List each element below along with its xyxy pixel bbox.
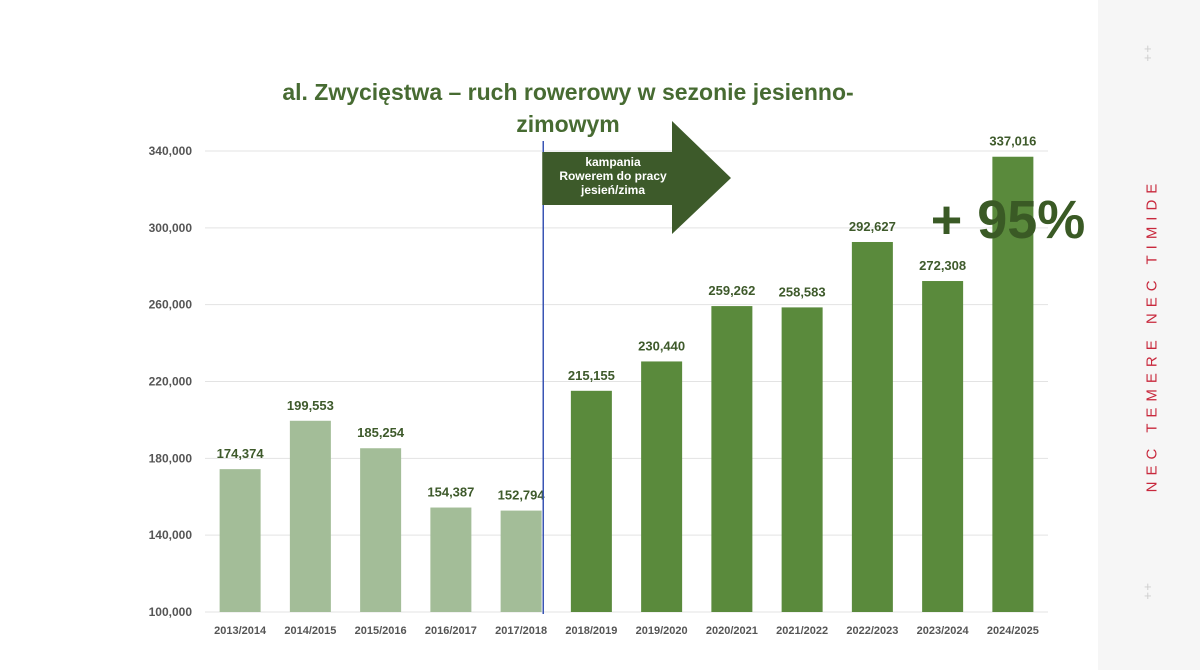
- data-label: 337,016: [989, 134, 1036, 149]
- y-tick-label: 180,000: [149, 451, 193, 465]
- y-tick-label: 140,000: [149, 528, 193, 542]
- data-label: 258,583: [779, 284, 826, 299]
- y-tick-label: 260,000: [149, 298, 193, 312]
- y-tick-label: 340,000: [149, 144, 193, 158]
- side-panel: [1098, 0, 1200, 670]
- data-label: 230,440: [638, 338, 685, 353]
- chart-title: al. Zwycięstwa – ruch rowerowy w sezonie…: [282, 79, 853, 105]
- bar: [992, 156, 1034, 613]
- x-tick-label: 2019/2020: [636, 625, 688, 637]
- x-tick-label: 2021/2022: [776, 625, 828, 637]
- x-tick-label: 2023/2024: [917, 625, 970, 637]
- bar: [641, 361, 683, 612]
- y-tick-label: 100,000: [149, 605, 193, 619]
- data-label: 199,553: [287, 398, 334, 413]
- bar-chart: 100,000 140,000 180,000 220,000 260,000 300,0…: [149, 79, 1086, 637]
- x-tick-label: 2020/2021: [706, 625, 758, 637]
- x-tick-label: 2022/2023: [846, 625, 898, 637]
- campaign-label: kampania: [585, 155, 641, 169]
- campaign-label: jesień/zima: [580, 183, 645, 197]
- growth-annotation: + 95%: [931, 190, 1086, 250]
- bar: [289, 420, 331, 612]
- data-label: 259,262: [708, 283, 755, 298]
- x-tick-label: 2017/2018: [495, 625, 547, 637]
- data-label: 215,155: [568, 368, 615, 383]
- bar: [570, 390, 612, 612]
- x-tick-label: 2016/2017: [425, 625, 477, 637]
- y-tick-label: 300,000: [149, 221, 193, 235]
- bar: [430, 507, 472, 612]
- x-tick-label: 2018/2019: [565, 625, 617, 637]
- motto-text: NEC TEMERE NEC TIMIDE: [1143, 177, 1161, 493]
- data-label: 174,374: [217, 446, 265, 461]
- plus-decoration-bottom-icon: + +: [1144, 579, 1152, 603]
- y-tick-label: 220,000: [149, 375, 193, 389]
- bar: [851, 241, 893, 612]
- data-label: 272,308: [919, 258, 966, 273]
- x-tick-label: 2015/2016: [355, 625, 407, 637]
- bar: [219, 469, 261, 612]
- data-label: 292,627: [849, 219, 896, 234]
- data-label: 154,387: [427, 485, 474, 500]
- plus-decoration-top-icon: + +: [1144, 41, 1152, 65]
- data-label: 152,794: [498, 488, 546, 503]
- x-tick-label: 2014/2015: [284, 625, 336, 637]
- bar: [922, 281, 964, 612]
- campaign-arrow-icon: [542, 121, 731, 234]
- x-tick-label: 2013/2014: [214, 625, 267, 637]
- bar: [360, 448, 402, 612]
- data-label: 185,254: [357, 425, 405, 440]
- campaign-label: Rowerem do pracy: [559, 169, 667, 183]
- x-tick-label: 2024/2025: [987, 625, 1039, 637]
- bar: [781, 307, 823, 612]
- bar: [711, 306, 753, 612]
- bar: [500, 510, 542, 612]
- chart-title: zimowym: [516, 111, 620, 137]
